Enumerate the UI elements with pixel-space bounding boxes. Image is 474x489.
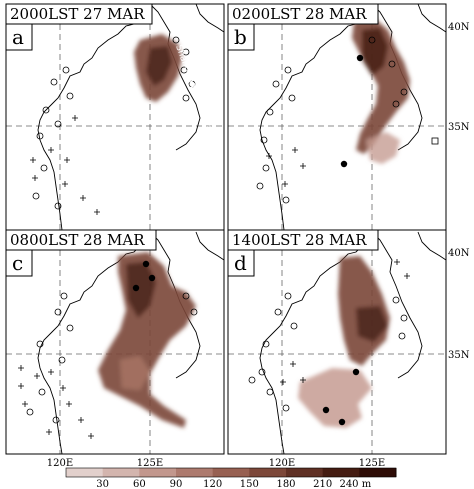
- panel-d: 1400LST 28 MAR d: [227, 229, 447, 455]
- panel-b-label-box: [227, 23, 255, 51]
- colorbar-tick-label: 90: [170, 479, 183, 489]
- colorbar: 30 60 90 120 150 180 210 240 m: [65, 467, 397, 489]
- colorbar-segment: [139, 468, 177, 477]
- colorbar-segment: [359, 468, 397, 477]
- panel-c: 0800LST 28 MAR c: [5, 229, 225, 455]
- coastline: [259, 231, 446, 454]
- dust-station-marker: [340, 160, 348, 168]
- latitude-label-35n: 35N: [448, 350, 470, 361]
- dust-plume: [98, 252, 196, 428]
- colorbar-tick-label: 150: [240, 479, 259, 489]
- colorbar-tick-label: 60: [133, 479, 146, 489]
- station-markers: [30, 36, 196, 215]
- panel-b-title: 0200LST 28 MAR: [232, 5, 367, 23]
- dust-station-marker: [132, 284, 140, 292]
- latitude-label-40n: 40N: [448, 248, 470, 259]
- panel-a: Shandong Peninsula 2000LST 27 MAR a: [5, 3, 225, 231]
- colorbar-segment: [286, 468, 324, 477]
- colorbar-tick-label: 180: [276, 479, 295, 489]
- panel-c-label: c: [12, 251, 23, 275]
- station-markers: [18, 292, 198, 439]
- dust-station-marker: [148, 274, 156, 282]
- colorbar-tick-label: 240 m: [339, 479, 371, 489]
- colorbar-segment: [249, 468, 287, 477]
- colorbar-frame: [65, 467, 397, 478]
- panel-a-title-box: [5, 3, 153, 25]
- dust-station-marker: [338, 418, 346, 426]
- panel-c-label-box: [5, 249, 33, 277]
- panel-a-title: 2000LST 27 MAR: [10, 5, 145, 23]
- panel-d-label: d: [234, 251, 247, 275]
- station-markers: [248, 259, 410, 412]
- colorbar-tick-label: 30: [96, 479, 109, 489]
- panel-a-map: Shandong Peninsula: [6, 4, 224, 230]
- panel-b-frame: [227, 3, 447, 231]
- latitude-label-40n: 40N: [448, 22, 470, 33]
- coastline: [37, 4, 224, 230]
- colorbar-tick-label: 120: [203, 479, 222, 489]
- panel-b-title-box: [227, 3, 379, 25]
- panel-b: 0200LST 28 MAR b: [227, 3, 447, 231]
- colorbar-tick-label: 210: [313, 479, 332, 489]
- dust-plume: [352, 18, 410, 164]
- panel-c-title-box: [5, 229, 157, 251]
- panel-d-title: 1400LST 28 MAR: [232, 231, 367, 249]
- colorbar-segment: [322, 468, 360, 477]
- colorbar-segment: [66, 468, 104, 477]
- colorbar-segment: [212, 468, 250, 477]
- peninsula-annotation: Shandong Peninsula: [173, 44, 214, 133]
- longitude-label-120e: 120E: [269, 458, 295, 469]
- dust-station-marker: [356, 54, 364, 62]
- dust-station-marker: [142, 260, 150, 268]
- station-markers: [256, 36, 439, 204]
- panel-d-label-box: [227, 249, 255, 277]
- colorbar-segment: [102, 468, 140, 477]
- panel-b-map: [228, 4, 446, 230]
- longitude-label-120e: 120E: [47, 458, 73, 469]
- panel-d-title-box: [227, 229, 379, 251]
- dust-plume: [134, 34, 182, 102]
- panel-a-label: a: [12, 25, 24, 49]
- panel-a-label-box: [5, 23, 33, 51]
- panel-c-map: [6, 230, 224, 454]
- colorbar-segment: [176, 468, 214, 477]
- panel-d-map: [228, 230, 446, 454]
- dust-station-marker: [322, 406, 330, 414]
- latitude-label-35n: 35N: [448, 122, 470, 133]
- dust-plume: [298, 256, 390, 428]
- longitude-label-125e: 125E: [137, 458, 163, 469]
- panel-b-label: b: [234, 25, 247, 49]
- panel-c-title: 0800LST 28 MAR: [10, 231, 145, 249]
- dust-station-marker: [352, 368, 360, 376]
- longitude-label-125e: 125E: [359, 458, 385, 469]
